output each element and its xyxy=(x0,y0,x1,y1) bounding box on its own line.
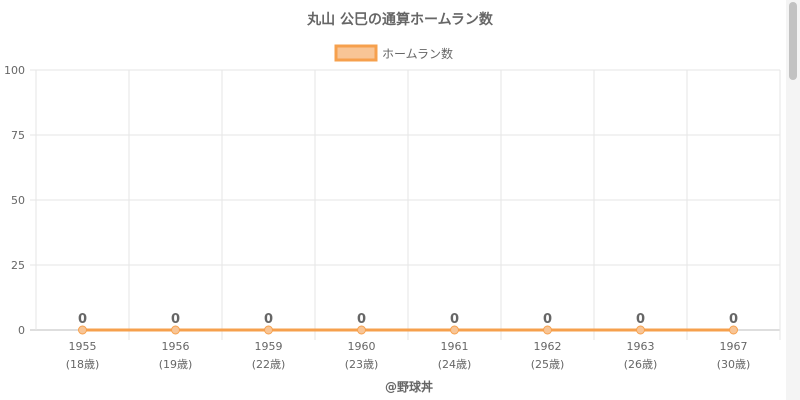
x-tick-sublabel: (24歳) xyxy=(438,358,472,371)
x-tick-label: 1961 xyxy=(441,340,469,353)
x-tick-sublabel: (19歳) xyxy=(159,358,193,371)
y-tick-label: 75 xyxy=(11,129,25,142)
grid xyxy=(30,69,781,340)
x-tick-label: 1967 xyxy=(720,340,748,353)
scrollbar-thumb[interactable] xyxy=(789,2,797,80)
x-tick-sublabel: (23歳) xyxy=(345,358,379,371)
series-line xyxy=(78,325,738,335)
x-tick-sublabel: (18歳) xyxy=(66,358,100,371)
credit-label: @野球丼 xyxy=(385,379,433,394)
x-axis: 1955 (18歳) 1956 (19歳) 1959 (22歳) 1960 (23歳) 1961… xyxy=(66,340,751,371)
x-tick-sublabel: (25歳) xyxy=(531,358,565,371)
x-tick-label: 1956 xyxy=(162,340,190,353)
scrollbar[interactable] xyxy=(786,0,800,400)
x-tick-sublabel: (30歳) xyxy=(717,358,751,371)
legend[interactable]: ホームラン数 xyxy=(334,44,453,62)
data-point xyxy=(78,325,87,335)
legend-swatch xyxy=(334,44,378,62)
x-tick-label: 1955 xyxy=(69,340,97,353)
y-tick-label: 0 xyxy=(18,324,25,337)
legend-label: ホームラン数 xyxy=(382,46,453,61)
data-point xyxy=(729,325,738,335)
data-label: 0 xyxy=(357,312,366,327)
data-point xyxy=(264,325,273,335)
data-labels: 0 0 0 0 0 0 0 0 xyxy=(78,312,738,327)
data-label: 0 xyxy=(171,312,180,327)
x-tick-label: 1962 xyxy=(534,340,562,353)
data-label: 0 xyxy=(264,312,273,327)
data-label: 0 xyxy=(636,312,645,327)
data-label: 0 xyxy=(729,312,738,327)
data-point xyxy=(450,325,459,335)
data-point xyxy=(543,325,552,335)
y-tick-label: 25 xyxy=(11,259,25,272)
data-point xyxy=(171,325,180,335)
y-axis: 0 25 50 75 100 xyxy=(4,64,25,337)
x-tick-sublabel: (26歳) xyxy=(624,358,658,371)
data-label: 0 xyxy=(543,312,552,327)
x-tick-label: 1960 xyxy=(348,340,376,353)
y-tick-label: 50 xyxy=(11,194,25,207)
x-tick-sublabel: (22歳) xyxy=(252,358,286,371)
data-point xyxy=(357,325,366,335)
data-point xyxy=(636,325,645,335)
data-label: 0 xyxy=(78,312,87,327)
y-tick-label: 100 xyxy=(4,64,25,77)
x-tick-label: 1963 xyxy=(627,340,655,353)
x-tick-label: 1959 xyxy=(255,340,283,353)
data-label: 0 xyxy=(450,312,459,327)
chart-title: 丸山 公巳の通算ホームラン数 xyxy=(306,11,494,28)
